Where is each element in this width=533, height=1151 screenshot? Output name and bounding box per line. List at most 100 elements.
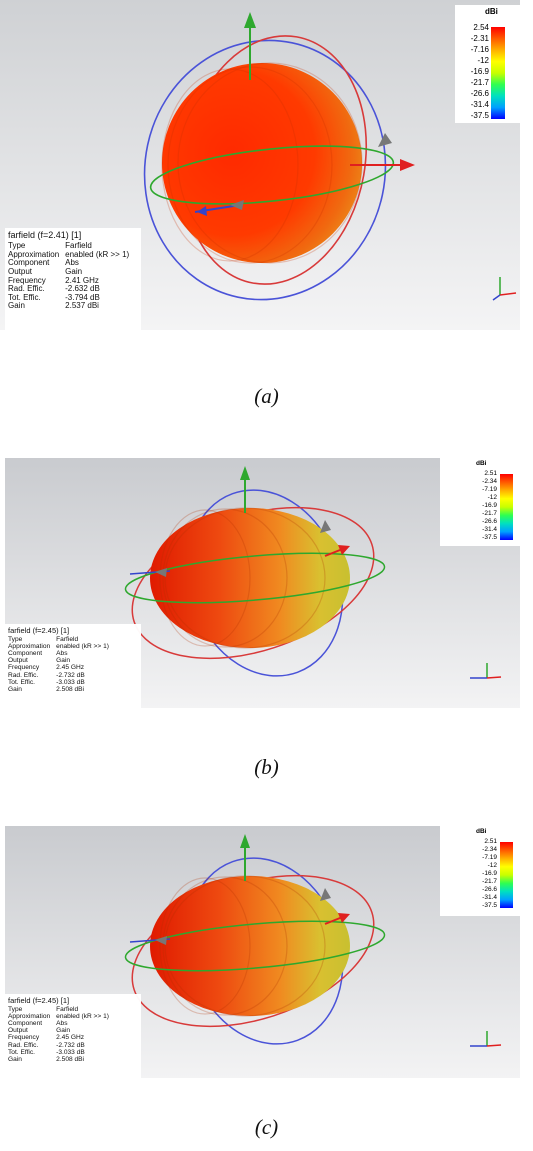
colorbar-tick: -26.6 bbox=[482, 518, 497, 525]
colorbar-unit: dBi bbox=[476, 828, 487, 835]
farfield-properties: Type Farfield Approximation enabled (kR >>… bbox=[8, 241, 130, 311]
colorbar-tick: -12 bbox=[487, 494, 497, 501]
table-row: Output Gain bbox=[8, 1027, 71, 1035]
farfield-title: farfield (f=2.45) [1] bbox=[8, 996, 70, 1005]
colorbar-tick: -31.4 bbox=[470, 100, 489, 109]
pattern-contour-bands bbox=[159, 875, 326, 1017]
table-row: Type Farfield bbox=[8, 241, 92, 250]
colorbar bbox=[500, 842, 513, 908]
y-arrow-icon bbox=[197, 206, 207, 216]
orientation-triad-icon bbox=[492, 277, 517, 301]
theta-marker-icon bbox=[155, 936, 167, 945]
table-row: Component Abs bbox=[8, 1020, 68, 1028]
colorbar-tick: 2.54 bbox=[473, 23, 489, 32]
farfield-info-box: farfield (f=2.41) [1] Type Farfield Appro… bbox=[5, 228, 141, 332]
colorbar-tick: -7.19 bbox=[482, 486, 497, 493]
colorbar-tick: -37.5 bbox=[470, 111, 489, 120]
radiation-pattern bbox=[162, 63, 362, 263]
colorbar-legend: dBi 2.51 -2.34 -7.19 -12 -16.9 -21.7 -26… bbox=[440, 826, 520, 916]
colorbar-tick: -7.19 bbox=[482, 854, 497, 861]
colorbar-tick: -7.16 bbox=[470, 45, 489, 54]
colorbar-tick: -21.7 bbox=[482, 510, 497, 517]
colorbar-ticks: 2.54 -2.31 -7.16 -12 -16.9 -21.7 -26.6 -… bbox=[455, 23, 489, 123]
table-row: Output Gain bbox=[8, 657, 71, 665]
table-row: Output Gain bbox=[8, 266, 83, 276]
farfield-properties: Type Farfield Approximation enabled (kR >>… bbox=[8, 636, 109, 693]
figure-caption-b: (b) bbox=[254, 755, 279, 779]
equator-ring bbox=[124, 552, 386, 604]
table-row: Rad. Effic. -2.632 dB bbox=[8, 284, 100, 294]
figure-caption-a: (a) bbox=[254, 384, 279, 408]
colorbar-tick: -31.4 bbox=[482, 526, 497, 533]
main-lobe-arrow-icon bbox=[320, 520, 331, 533]
colorbar-tick: -2.34 bbox=[482, 846, 497, 853]
radiation-pattern bbox=[150, 876, 350, 1016]
equator-ring bbox=[124, 920, 386, 972]
orientation-triad-icon bbox=[470, 1031, 502, 1047]
farfield-title: farfield (f=2.45) [1] bbox=[8, 626, 70, 635]
x-arrow-icon bbox=[400, 159, 415, 171]
table-row: Frequency 2.41 GHz bbox=[8, 275, 99, 285]
table-row: Rad. Effic. -2.732 dB bbox=[8, 671, 85, 679]
table-row: Tot. Effic. -3.033 dB bbox=[8, 678, 85, 686]
table-row: Tot. Effic. -3.794 dB bbox=[8, 292, 100, 302]
theta-marker-icon bbox=[155, 568, 167, 577]
colorbar-unit: dBi bbox=[485, 7, 498, 16]
figure-caption-c: (c) bbox=[254, 1115, 279, 1139]
colorbar-unit: dBi bbox=[476, 460, 487, 467]
main-lobe-arrow-icon bbox=[320, 888, 331, 901]
colorbar-tick: -16.9 bbox=[482, 870, 497, 877]
colorbar-tick: -12 bbox=[477, 56, 489, 65]
colorbar-tick: 2.51 bbox=[484, 470, 497, 477]
colorbar-ticks: 2.51 -2.34 -7.19 -12 -16.9 -21.7 -26.6 -… bbox=[440, 470, 497, 544]
colorbar-legend: dBi 2.54 -2.31 -7.16 -12 -16.9 -21.7 -26… bbox=[455, 5, 520, 123]
colorbar-tick: -26.6 bbox=[470, 89, 489, 98]
table-row: Frequency 2.45 GHz bbox=[8, 1034, 85, 1042]
table-row: Component Abs bbox=[8, 258, 79, 268]
farfield-info-box: farfield (f=2.45) [1] Type Farfield Appro… bbox=[5, 624, 141, 710]
colorbar-tick: -31.4 bbox=[482, 894, 497, 901]
z-arrow-icon bbox=[240, 834, 250, 848]
orientation-triad-icon bbox=[470, 663, 502, 679]
z-arrow-icon bbox=[244, 12, 256, 28]
table-row: Gain 2.508 dBi bbox=[8, 1055, 85, 1063]
colorbar-tick: -16.9 bbox=[482, 502, 497, 509]
farfield-title: farfield (f=2.41) [1] bbox=[8, 230, 82, 240]
farfield-info-box: farfield (f=2.45) [1] Type Farfield Appro… bbox=[5, 994, 141, 1080]
x-arrow-icon bbox=[338, 545, 350, 555]
colorbar-tick: -2.31 bbox=[470, 34, 489, 43]
colorbar-legend: dBi 2.51 -2.34 -7.19 -12 -16.9 -21.7 -26… bbox=[440, 458, 520, 546]
colorbar-tick: 2.51 bbox=[484, 838, 497, 845]
radiation-pattern bbox=[150, 508, 350, 648]
table-row: Frequency 2.45 GHz bbox=[8, 664, 85, 672]
table-row: Gain 2.537 dBi bbox=[8, 301, 99, 311]
colorbar-tick: -16.9 bbox=[470, 67, 489, 76]
table-row: Tot. Effic. -3.033 dB bbox=[8, 1048, 85, 1056]
table-row: Rad. Effic. -2.732 dB bbox=[8, 1041, 85, 1049]
table-row: Approximation enabled (kR >> 1) bbox=[8, 1013, 109, 1021]
main-lobe-arrow-icon bbox=[378, 133, 392, 147]
colorbar bbox=[491, 27, 505, 119]
colorbar-tick: -26.6 bbox=[482, 886, 497, 893]
colorbar bbox=[500, 474, 513, 540]
colorbar-tick: -21.7 bbox=[470, 78, 489, 87]
z-arrow-icon bbox=[240, 466, 250, 480]
theta-marker-icon bbox=[230, 200, 244, 210]
farfield-panel-b: farfield (f=2.45) [1] Type Farfield Appro… bbox=[5, 458, 520, 710]
table-row: Type Farfield bbox=[8, 636, 79, 643]
colorbar-ticks: 2.51 -2.34 -7.19 -12 -16.9 -21.7 -26.6 -… bbox=[440, 838, 497, 912]
colorbar-tick: -2.34 bbox=[482, 478, 497, 485]
phi-ring bbox=[143, 39, 387, 301]
farfield-properties: Type Farfield Approximation enabled (kR >>… bbox=[8, 1006, 109, 1063]
table-row: Approximation enabled (kR >> 1) bbox=[8, 643, 109, 651]
farfield-panel-a: farfield (f=2.41) [1] Type Farfield Appro… bbox=[0, 0, 520, 332]
table-row: Gain 2.508 dBi bbox=[8, 685, 85, 693]
colorbar-tick: -37.5 bbox=[482, 902, 497, 909]
equator-ring bbox=[149, 145, 395, 205]
table-row: Type Farfield bbox=[8, 1006, 79, 1013]
colorbar-tick: -37.5 bbox=[482, 534, 497, 541]
x-arrow-icon bbox=[338, 913, 350, 923]
table-row: Component Abs bbox=[8, 650, 68, 658]
table-row: Approximation enabled (kR >> 1) bbox=[8, 249, 130, 259]
colorbar-tick: -12 bbox=[487, 862, 497, 869]
